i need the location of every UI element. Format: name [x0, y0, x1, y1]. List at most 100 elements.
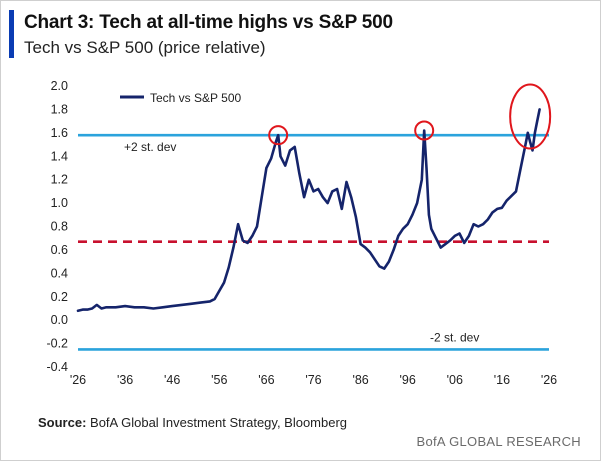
reference-lines: [78, 133, 549, 351]
data-point: [190, 303, 192, 305]
data-point: [510, 195, 513, 197]
x-tick-label: '26: [541, 373, 557, 387]
x-tick-label: '46: [164, 373, 180, 387]
data-point: [293, 146, 296, 148]
data-point: [359, 243, 362, 245]
data-point: [242, 239, 244, 242]
data-point: [402, 228, 404, 230]
data-point: [524, 143, 527, 146]
data-point: [538, 108, 541, 111]
x-tick-label: '96: [400, 373, 416, 387]
x-tick-label: '56: [211, 373, 227, 387]
x-tick-label: '86: [352, 373, 368, 387]
data-point: [284, 164, 287, 167]
data-point: [444, 243, 447, 245]
data-point: [227, 266, 230, 269]
data-point: [275, 141, 277, 143]
data-point: [345, 181, 348, 183]
data-point: [81, 308, 84, 311]
y-tick-label: 1.0: [51, 196, 68, 210]
y-tick-label: 1.4: [51, 149, 68, 163]
data-point: [322, 196, 324, 198]
data-point: [105, 306, 108, 309]
y-tick-label: -0.4: [46, 360, 68, 374]
data-point: [124, 305, 126, 307]
legend: Tech vs S&P 500: [120, 91, 241, 105]
data-point: [515, 190, 517, 193]
data-point: [277, 134, 280, 136]
data-point: [180, 304, 183, 306]
data-point: [209, 300, 211, 303]
data-point: [265, 167, 268, 169]
data-point: [251, 235, 254, 237]
data-point: [364, 246, 367, 249]
data-point: [435, 237, 437, 239]
data-point: [388, 260, 390, 263]
data-point: [454, 235, 456, 237]
chart-subtitle: Tech vs S&P 500 (price relative): [24, 38, 266, 57]
data-point: [336, 188, 338, 190]
highlight-circle: [509, 83, 552, 150]
brand-label: BofA GLOBAL RESEARCH: [416, 434, 581, 449]
data-point: [423, 129, 426, 132]
data-point: [308, 178, 310, 181]
y-tick-label: 1.6: [51, 126, 68, 140]
y-tick-label: 0.8: [51, 220, 68, 234]
data-point: [369, 251, 371, 254]
data-point: [425, 167, 428, 169]
data-point: [378, 265, 381, 268]
data-point: [237, 223, 239, 225]
data-point: [439, 246, 442, 249]
data-point: [246, 242, 249, 244]
highlight-circle: [414, 120, 435, 141]
data-point: [331, 190, 334, 193]
y-tick-label: 1.2: [51, 173, 68, 187]
source-text: BofA Global Investment Strategy, Bloombe…: [90, 415, 348, 430]
data-point: [114, 306, 117, 309]
data-point: [298, 173, 301, 175]
data-point: [392, 249, 395, 251]
highlight-circle: [268, 125, 289, 146]
x-tick-label: '06: [447, 373, 463, 387]
data-point: [383, 267, 386, 270]
data-point: [430, 228, 433, 230]
data-point: [213, 298, 216, 300]
minus-2-std-dev-label: -2 st. dev: [430, 330, 479, 344]
data-point: [472, 223, 475, 225]
data-point: [312, 190, 315, 193]
data-point: [421, 178, 423, 181]
data-point: [256, 225, 258, 228]
title-accent-bar: [9, 10, 14, 58]
data-point: [289, 149, 291, 152]
data-point: [91, 307, 93, 310]
data-point: [77, 310, 79, 312]
data-point: [223, 281, 225, 284]
data-point: [260, 196, 263, 198]
data-point: [449, 239, 451, 242]
data-point: [171, 305, 173, 307]
data-point: [373, 258, 376, 261]
data-point: [505, 199, 508, 202]
source-label: Source:: [38, 415, 87, 430]
data-point: [350, 196, 353, 198]
data-point: [143, 306, 145, 309]
data-point: [428, 214, 430, 216]
data-point: [496, 208, 499, 210]
data-point: [218, 290, 221, 292]
data-point: [279, 155, 282, 158]
data-point: [487, 218, 489, 221]
data-point: [501, 207, 503, 209]
data-point: [406, 223, 409, 225]
chart-title: Chart 3: Tech at all-time highs vs S&P 5…: [24, 12, 393, 33]
highlight-circles: [268, 83, 552, 150]
data-point: [491, 211, 494, 214]
data-point: [341, 208, 343, 210]
y-tick-label: 2.0: [51, 79, 68, 93]
x-tick-label: '26: [70, 373, 86, 387]
y-tick-label: 1.8: [51, 102, 68, 116]
series-group: [76, 108, 541, 313]
data-point: [199, 301, 202, 304]
legend-label: Tech vs S&P 500: [150, 91, 241, 105]
y-tick-label: -0.2: [46, 337, 68, 351]
data-point: [416, 202, 418, 204]
